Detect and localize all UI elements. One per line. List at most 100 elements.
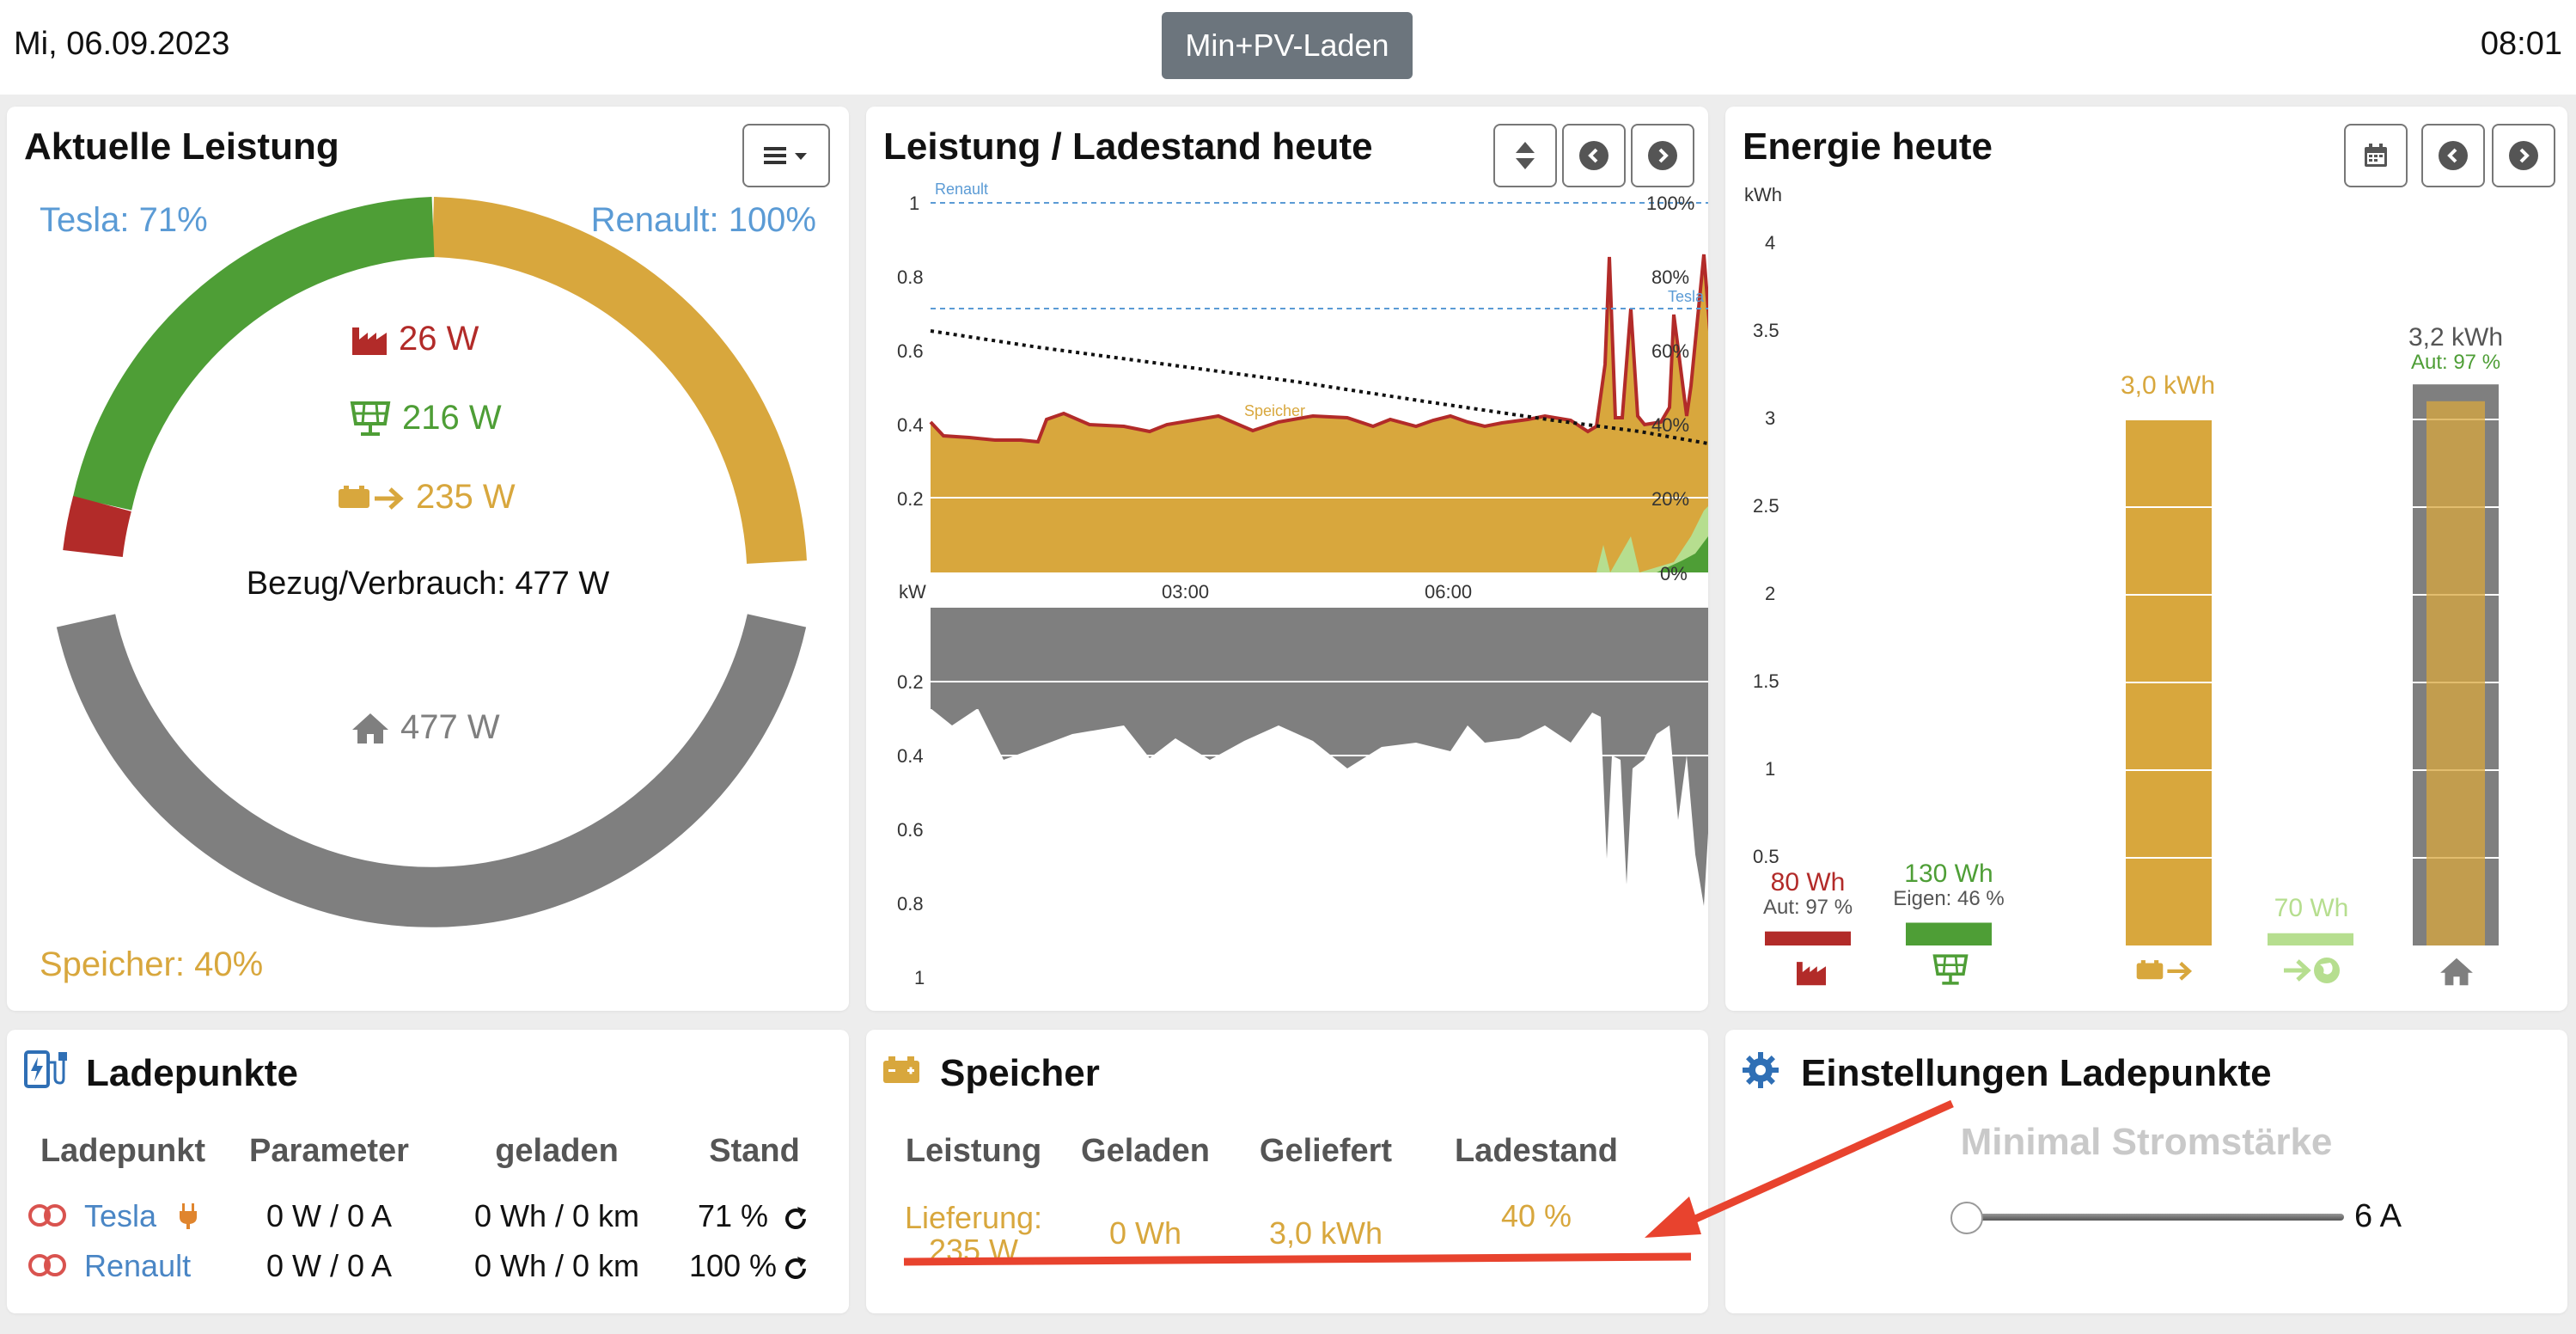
battery-icon [883, 1056, 919, 1083]
power-donut [56, 197, 807, 927]
chargepoints-card: Ladepunkte Ladepunkt Parameter geladen S… [7, 1030, 849, 1313]
history-y-bottom-1: 1 [914, 967, 925, 988]
toggle-icon[interactable] [27, 1253, 67, 1277]
factory-icon [352, 327, 387, 355]
history-export-area [1596, 506, 1708, 572]
history-y-bottom-0.4: 0.4 [897, 745, 924, 767]
time-display: 08:01 [2480, 26, 2562, 62]
refresh-icon[interactable] [782, 1255, 809, 1282]
battery-delivered-value: 3,0 kWh [1268, 1215, 1383, 1251]
donut-house-segment [56, 614, 807, 927]
history-y-left-0.8: 0.8 [897, 266, 924, 288]
top-bar: Mi, 06.09.2023 Min+PV-Laden 08:01 [0, 0, 2576, 95]
chargepoint-soc: 100 % [688, 1248, 778, 1283]
power-menu-button[interactable] [742, 124, 830, 187]
battery-discharge-icon [2136, 960, 2193, 981]
chevron-right-icon [2519, 148, 2530, 163]
history-y-right-80: 80% [1651, 266, 1690, 288]
energy-y-2.5: 2.5 [1753, 495, 1779, 517]
energy-prev-button[interactable] [2421, 124, 2485, 187]
evu-power-value: 26 W [399, 320, 479, 358]
energy-card: Energie heute kWh 4 3.5 3 2.5 2 1.5 1 0.… [1725, 107, 2567, 1011]
history-card-title: Leistung / Ladestand heute [883, 125, 1373, 168]
history-y-left-1: 1 [909, 193, 920, 214]
chargepoint-soc: 71 % [697, 1198, 769, 1233]
history-prev-button[interactable] [1562, 124, 1626, 187]
donut-evu-segment [63, 496, 131, 558]
battery-charged-value: 0 Wh [1108, 1215, 1182, 1251]
pv-power-row: 216 W [349, 399, 502, 438]
battery-power-label: Lieferung: [904, 1200, 1043, 1235]
history-y-right-20: 20% [1651, 488, 1690, 510]
grid-export-icon [2284, 958, 2340, 983]
history-y-right-100: 100% [1646, 193, 1695, 214]
table-row[interactable]: Tesla 0 W / 0 A 0 Wh / 0 km 71 % [7, 1193, 849, 1241]
toggle-icon[interactable] [27, 1203, 67, 1227]
energy-label-house: 3,2 kWh [2408, 323, 2504, 352]
calendar-icon [2365, 144, 2387, 167]
history-x-0600: 06:00 [1425, 581, 1473, 603]
history-y-left-0.6: 0.6 [897, 340, 924, 362]
pv-power-value: 216 W [402, 399, 502, 437]
house-power-row: 477 W [351, 708, 500, 747]
consumption-summary: Bezug/Verbrauch: 477 W [246, 566, 610, 602]
chargepoint-charged: 0 Wh / 0 km [473, 1198, 640, 1233]
battery-soc-value: 40 % [1500, 1198, 1572, 1233]
energy-sublabel-evu: Aut: 97 % [1762, 896, 1853, 919]
history-y-right-0: 0% [1660, 563, 1688, 584]
energy-sublabel-house: Aut: 97 % [2410, 351, 2501, 374]
history-house-area [931, 608, 1708, 906]
slider-handle[interactable] [1950, 1202, 1983, 1234]
battery-power-value: 235 W [416, 478, 516, 516]
solar-panel-icon [1932, 954, 1969, 985]
history-evu-line [929, 254, 1708, 444]
chevron-right-icon [1658, 148, 1669, 163]
energy-sublabel-pv: Eigen: 46 % [1893, 887, 2005, 910]
energy-calendar-button[interactable] [2344, 124, 2408, 187]
energy-y-2: 2 [1765, 583, 1776, 604]
chargepoints-header-soc: Stand [709, 1133, 800, 1169]
table-row[interactable]: Renault 0 W / 0 A 0 Wh / 0 km 100 % [7, 1243, 849, 1291]
power-card: Aktuelle Leistung Tesla: 71% Renault: 10… [7, 107, 849, 1011]
history-y-bottom-0.6: 0.6 [897, 819, 924, 841]
energy-bar-pv [1906, 922, 1992, 945]
history-card: Leistung / Ladestand heute Renault Tesla… [866, 107, 1708, 1011]
chargepoints-card-title: Ladepunkte [86, 1052, 298, 1094]
energy-bar-chart [1765, 243, 2516, 945]
chargepoint-name[interactable]: Tesla [84, 1198, 157, 1233]
energy-y-3.5: 3.5 [1753, 320, 1779, 341]
history-y-right-60: 60% [1651, 340, 1690, 362]
refresh-icon[interactable] [782, 1205, 809, 1233]
history-chart [929, 202, 1708, 906]
factory-icon [1797, 962, 1826, 986]
history-next-button[interactable] [1631, 124, 1694, 187]
history-y-left-0.4: 0.4 [897, 414, 924, 436]
chargepoints-header-param: Parameter [249, 1133, 409, 1169]
sort-icon [1516, 142, 1535, 169]
renault-soc-label: Renault: 100% [590, 201, 816, 239]
energy-y-0.5: 0.5 [1753, 846, 1779, 867]
chargepoint-param: 0 W / 0 A [266, 1198, 393, 1233]
history-x-0300: 03:00 [1162, 581, 1210, 603]
house-icon [2440, 958, 2473, 986]
energy-bar-einspeisung [2268, 933, 2353, 945]
battery-card-title: Speicher [940, 1052, 1100, 1094]
history-y-bottom-0.8: 0.8 [897, 893, 924, 915]
plug-icon [180, 1203, 197, 1229]
energy-label-battery: 3,0 kWh [2120, 371, 2216, 400]
series-label-battery: Speicher [1244, 402, 1306, 419]
chargepoint-name[interactable]: Renault [84, 1248, 192, 1283]
energy-next-button[interactable] [2492, 124, 2555, 187]
history-toggle-button[interactable] [1493, 124, 1557, 187]
power-card-title: Aktuelle Leistung [24, 125, 339, 168]
solar-panel-icon [350, 401, 391, 436]
list-icon [764, 147, 807, 164]
energy-label-export: 70 Wh [2274, 894, 2349, 922]
energy-label-pv: 130 Wh [1904, 860, 1993, 888]
charge-mode-button[interactable]: Min+PV-Laden [1162, 12, 1413, 79]
current-slider[interactable] [1966, 1214, 2344, 1221]
settings-card-title: Einstellungen Ladepunkte [1801, 1052, 2272, 1094]
energy-bar-netzbezug [1765, 931, 1851, 945]
battery-soc-line [930, 329, 1708, 446]
donut-pv-segment [72, 197, 435, 511]
